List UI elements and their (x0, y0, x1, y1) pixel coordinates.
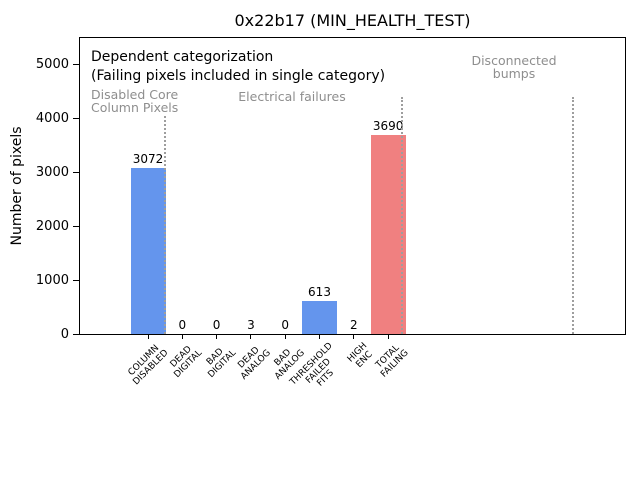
x-tick-label-high-enc: HIGH ENC (345, 341, 375, 370)
bar-threshold-failed-fits (302, 300, 337, 334)
y-axis-label: Number of pixels (9, 126, 25, 246)
y-tick-label-4000: 4000 (35, 111, 69, 126)
value-label-bad-analog: 0 (281, 318, 289, 332)
y-tick-label-3000: 3000 (35, 165, 69, 180)
y-tick-4000 (73, 118, 79, 119)
y-tick-2000 (73, 226, 79, 227)
value-label-total-failing: 3690 (372, 118, 404, 133)
section-label-electrical-failures: Electrical failures (238, 89, 346, 104)
value-label-dead-digital: 0 (178, 318, 187, 332)
section-divider-3 (572, 97, 574, 334)
section-label-disconnected-bumps: Disconnected bumps (471, 53, 557, 81)
value-label-high-enc: 2 (349, 317, 358, 332)
x-tick-dead-analog (250, 335, 252, 339)
y-tick-1000 (73, 280, 79, 281)
y-tick-label-5000: 5000 (35, 57, 69, 72)
section-divider-1 (164, 116, 166, 334)
value-label-column-disabled: 3072 (132, 152, 164, 167)
x-tick-dead-digital (181, 335, 183, 339)
x-tick-label-column-disabled: COLUMN DISABLED (126, 343, 171, 388)
x-tick-label-dead-analog: DEAD ANALOG (236, 345, 274, 382)
y-tick-5000 (73, 64, 79, 65)
annotation-line-2: (Failing pixels included in single categ… (91, 68, 386, 84)
x-tick-label-dead-digital: DEAD DIGITAL (168, 344, 205, 381)
value-label-dead-analog: 3 (247, 317, 255, 332)
section-label-disabled-core-column-pixels: Disabled Core Column Pixels (91, 87, 179, 115)
x-tick-label-total-failing: TOTAL FAILING (373, 343, 411, 380)
bar-total-failing (370, 134, 406, 334)
y-tick-label-1000: 1000 (35, 273, 69, 288)
x-tick-column-disabled (147, 335, 149, 339)
x-tick-high-enc (353, 335, 355, 339)
bar-column-disabled (130, 168, 166, 334)
x-tick-bad-digital (216, 335, 218, 339)
x-tick-label-bad-digital: BAD DIGITAL (205, 346, 239, 381)
value-label-bad-digital: 0 (212, 318, 221, 332)
plot-area (79, 37, 626, 335)
section-divider-2 (401, 97, 403, 334)
x-tick-threshold-failed-fits (319, 335, 320, 339)
y-tick-label-2000: 2000 (35, 219, 69, 234)
y-tick-3000 (73, 172, 79, 173)
x-tick-total-failing (387, 335, 389, 339)
y-tick-label-0: 0 (60, 327, 69, 342)
value-label-threshold-failed-fits: 613 (308, 284, 331, 299)
y-tick-0 (73, 334, 79, 335)
annotation-line-1: Dependent categorization (91, 49, 274, 65)
chart-title: 0x22b17 (MIN_HEALTH_TEST) (234, 11, 471, 30)
annotation-dependent-categorization: Dependent categorization (Failing pixels… (91, 48, 385, 86)
x-tick-bad-analog (284, 335, 286, 339)
